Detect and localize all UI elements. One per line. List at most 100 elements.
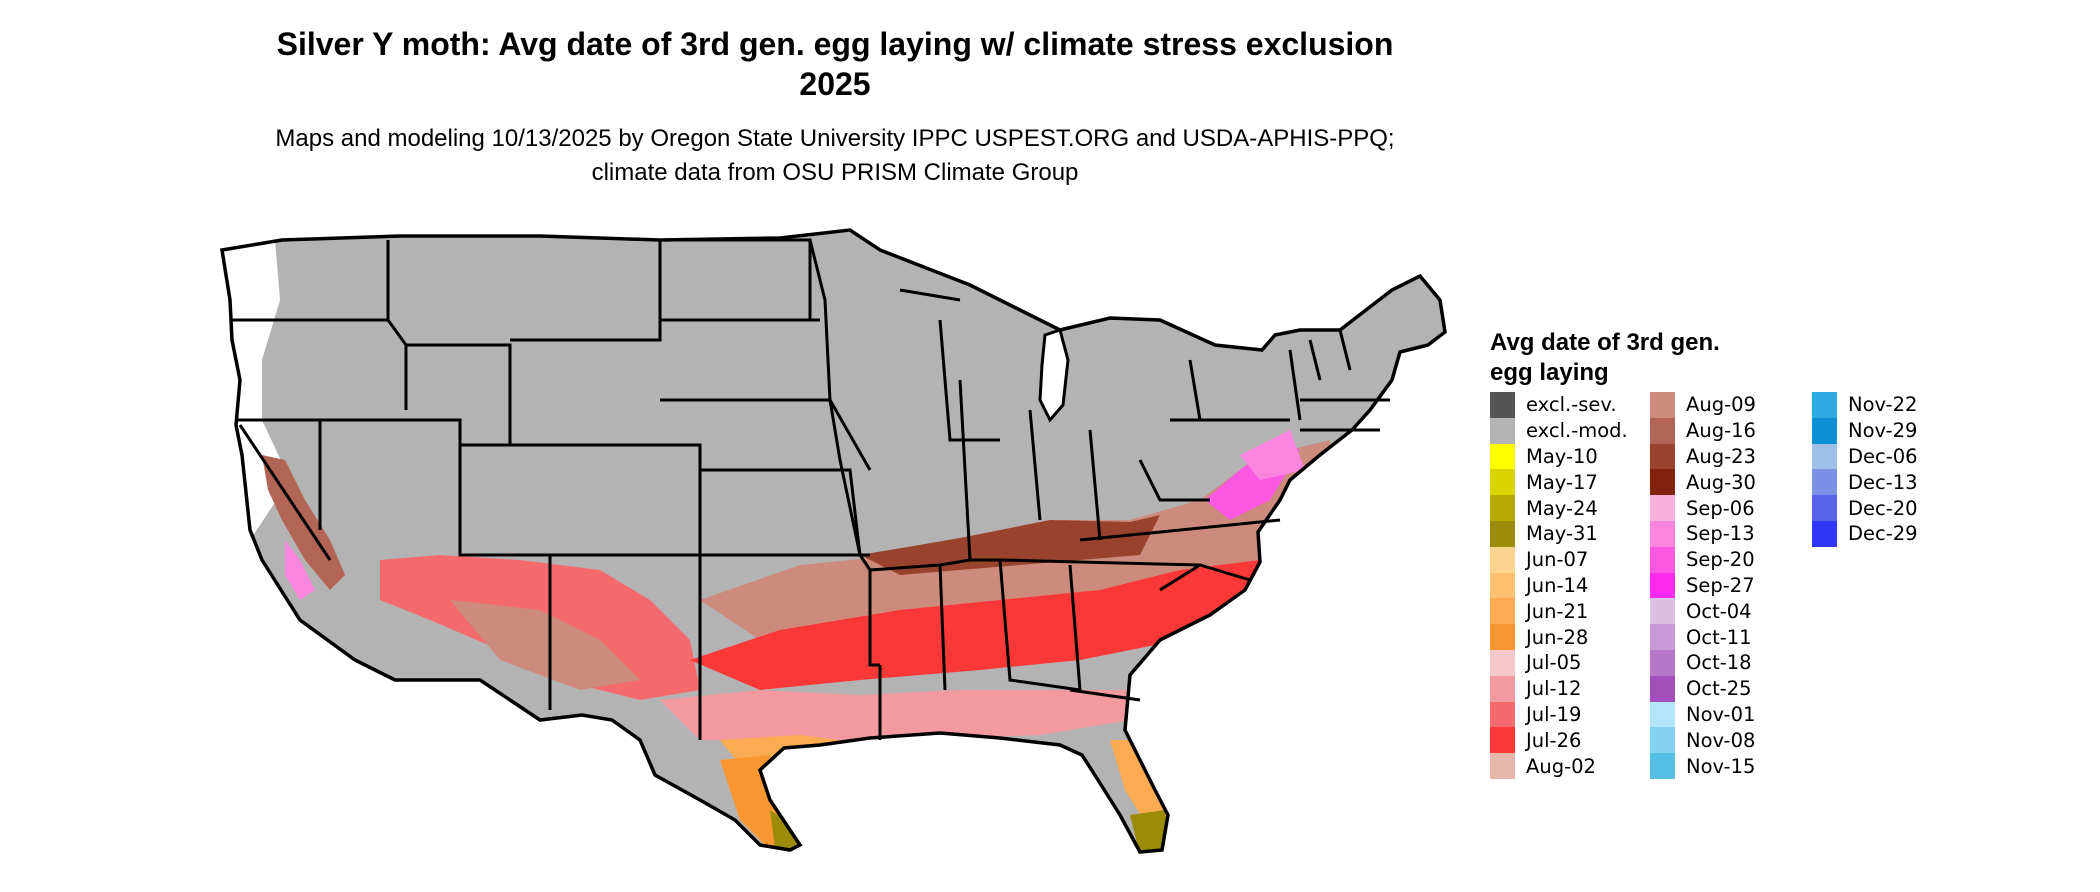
legend-item: Aug-30 <box>1650 469 1756 496</box>
legend-label: excl.-sev. <box>1526 393 1617 417</box>
legend-item: Oct-18 <box>1650 649 1756 676</box>
legend-swatch <box>1650 392 1675 418</box>
legend-label: Oct-25 <box>1686 677 1752 701</box>
legend-item: Oct-25 <box>1650 675 1756 702</box>
legend-swatch <box>1490 417 1515 444</box>
legend-label: Oct-18 <box>1686 651 1752 675</box>
legend-swatch <box>1490 598 1515 625</box>
legend-swatch <box>1650 469 1675 496</box>
legend-label: excl.-mod. <box>1526 419 1628 443</box>
legend-label: Aug-23 <box>1686 444 1756 468</box>
legend-item: Sep-27 <box>1650 572 1756 599</box>
legend-item: Jul-26 <box>1490 727 1628 754</box>
legend-swatch <box>1650 495 1675 521</box>
map-title: Silver Y moth: Avg date of 3rd gen. egg … <box>276 26 1394 102</box>
legend-label: Jul-05 <box>1526 651 1582 675</box>
legend-label: Nov-01 <box>1686 702 1756 726</box>
region-southwest-brown <box>450 600 640 690</box>
legend-label: Aug-02 <box>1526 754 1596 778</box>
legend-swatch <box>1490 701 1515 728</box>
legend-item: Nov-08 <box>1650 727 1756 754</box>
legend-swatch <box>1650 727 1675 754</box>
region-florida-olive <box>1130 810 1170 852</box>
legend-item: Dec-29 <box>1812 520 1918 547</box>
legend-label: Jun-21 <box>1526 599 1589 623</box>
legend-item: Jun-28 <box>1490 624 1628 650</box>
legend-swatch <box>1812 495 1837 521</box>
legend-label: Nov-22 <box>1848 393 1918 417</box>
legend-swatch <box>1812 469 1837 496</box>
legend-swatch <box>1650 572 1675 599</box>
legend-label: Dec-20 <box>1848 496 1918 520</box>
legend-swatch <box>1650 546 1675 573</box>
us-outline <box>219 228 1447 854</box>
legend-item: excl.-sev. <box>1490 392 1628 418</box>
legend-item: Dec-13 <box>1812 469 1918 496</box>
legend-item: Oct-04 <box>1650 598 1756 625</box>
legend-item: Jul-19 <box>1490 701 1628 728</box>
legend-label: Nov-15 <box>1686 754 1756 778</box>
us-land <box>219 228 1447 854</box>
legend-title: Avg date of 3rd gen. egg laying <box>1490 329 1720 386</box>
legend-item: Aug-23 <box>1650 443 1756 470</box>
legend-item: Aug-09 <box>1650 392 1756 418</box>
legend-swatch <box>1490 727 1515 754</box>
legend-swatch <box>1490 520 1515 547</box>
legend-swatch <box>1650 649 1675 676</box>
legend-swatch <box>1650 520 1675 547</box>
legend-swatch <box>1650 701 1675 728</box>
legend-item: Nov-22 <box>1812 392 1918 418</box>
legend-item: excl.-mod. <box>1490 417 1628 444</box>
legend-label: Aug-16 <box>1686 419 1756 443</box>
legend-item: Dec-06 <box>1812 443 1918 470</box>
region-texas-olive <box>770 810 800 850</box>
legend-item: Jul-12 <box>1490 675 1628 702</box>
region-chesapeake-pink <box>1240 430 1305 480</box>
legend-label: Oct-11 <box>1686 625 1752 649</box>
legend-label: Jun-07 <box>1526 548 1589 572</box>
legend-swatch <box>1490 572 1515 599</box>
legend-item: Nov-01 <box>1650 701 1756 728</box>
legend-swatch <box>1650 675 1675 702</box>
legend-label: May-31 <box>1526 522 1598 546</box>
legend-label: Nov-08 <box>1686 728 1756 752</box>
legend-swatch <box>1812 417 1837 444</box>
legend-swatch <box>1812 443 1837 470</box>
legend-swatch <box>1490 392 1515 418</box>
legend-item: Sep-06 <box>1650 495 1756 521</box>
legend-item: Aug-02 <box>1490 753 1628 779</box>
legend-label: Jun-28 <box>1526 625 1589 649</box>
legend-swatch <box>1490 649 1515 676</box>
legend-label: Aug-30 <box>1686 470 1756 494</box>
legend-swatch <box>1650 753 1675 779</box>
legend-swatch <box>1650 624 1675 650</box>
legend-label: Sep-13 <box>1686 522 1755 546</box>
lake-michigan <box>1038 328 1070 423</box>
legend-label: Dec-06 <box>1848 444 1918 468</box>
legend-label: Sep-27 <box>1686 573 1755 597</box>
legend-label: Aug-09 <box>1686 393 1756 417</box>
legend-item: Sep-20 <box>1650 546 1756 573</box>
legend-item: Sep-13 <box>1650 520 1756 547</box>
legend-item: May-10 <box>1490 443 1628 470</box>
region-florida-orange <box>1110 740 1170 830</box>
region-south-red <box>690 560 1280 690</box>
legend-swatch <box>1490 495 1515 521</box>
legend-item: Jun-07 <box>1490 546 1628 573</box>
state-borders <box>232 238 1390 740</box>
legend-column: Aug-09 Aug-16 Aug-23 Aug-30 Sep-06 Sep-13 Sep-… <box>1650 392 1756 779</box>
legend-label: Nov-29 <box>1848 419 1918 443</box>
legend-item: Dec-20 <box>1812 495 1918 521</box>
region-south-dark-brown <box>860 515 1160 575</box>
legend-label: Dec-29 <box>1848 522 1918 546</box>
map-subtitle: Maps and modeling 10/13/2025 by Oregon S… <box>275 125 1395 186</box>
legend-swatch <box>1812 392 1837 418</box>
legend-item: May-24 <box>1490 495 1628 521</box>
region-california-pink <box>285 540 315 600</box>
legend-label: Sep-06 <box>1686 496 1755 520</box>
legend-item: Oct-11 <box>1650 624 1756 650</box>
legend-swatch <box>1490 546 1515 573</box>
legend-item: Nov-29 <box>1812 417 1918 444</box>
legend-item: Jun-14 <box>1490 572 1628 599</box>
